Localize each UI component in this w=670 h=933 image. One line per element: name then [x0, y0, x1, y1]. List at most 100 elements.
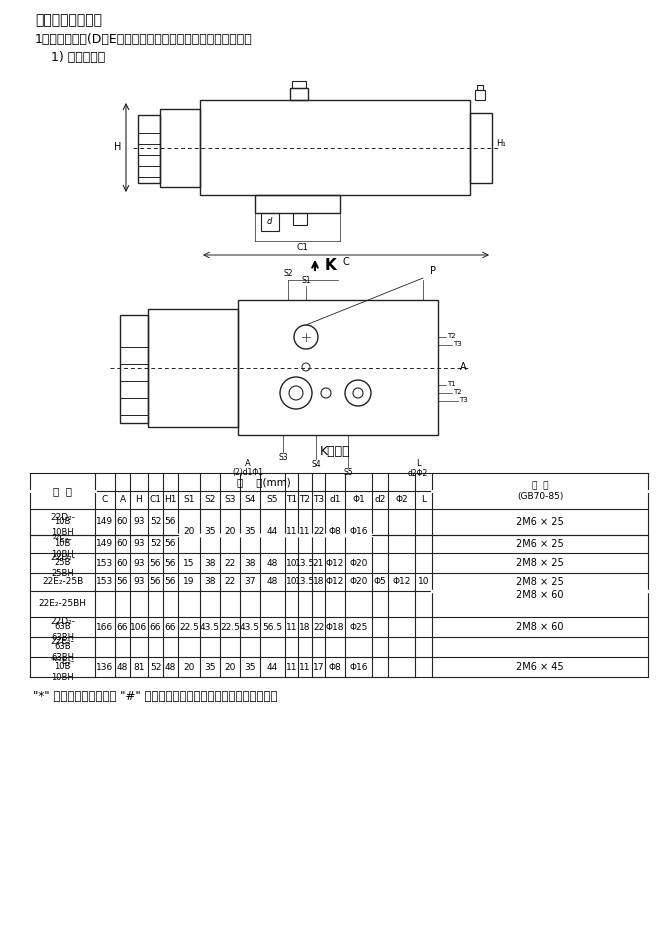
Text: 11: 11 [299, 662, 311, 672]
Text: 93: 93 [133, 518, 145, 526]
Text: 38: 38 [204, 578, 216, 587]
Text: 81: 81 [133, 662, 145, 672]
Text: 10: 10 [418, 578, 429, 587]
Text: 2M8 × 25: 2M8 × 25 [516, 558, 564, 568]
Text: S1: S1 [302, 276, 311, 285]
Text: 56.5: 56.5 [263, 622, 283, 632]
Bar [293, 213, 307, 225]
Text: 11: 11 [285, 662, 297, 672]
Text: P: P [430, 266, 436, 276]
Text: (2)d1Φ1: (2)d1Φ1 [232, 468, 263, 478]
Text: 2M6 × 25: 2M6 × 25 [516, 539, 564, 549]
Text: 22E₂-: 22E₂- [51, 637, 74, 647]
Text: 22: 22 [224, 559, 236, 567]
Text: 2M6 × 45: 2M6 × 45 [516, 662, 564, 672]
Bar [477, 85, 483, 90]
Text: 22.5: 22.5 [220, 622, 240, 632]
Text: 25B
25BH: 25B 25BH [51, 558, 74, 578]
Text: K向视图: K向视图 [320, 445, 350, 458]
Bar [475, 90, 485, 100]
Text: 18: 18 [299, 622, 311, 632]
Bar [200, 100, 470, 195]
Text: 93: 93 [133, 539, 145, 549]
Text: 56: 56 [150, 559, 161, 567]
Bar [138, 115, 160, 183]
Text: 18: 18 [313, 578, 324, 587]
Text: 106: 106 [131, 622, 147, 632]
Text: 21: 21 [313, 559, 324, 567]
Text: C: C [342, 257, 349, 267]
Text: 60: 60 [117, 518, 128, 526]
Text: Φ12: Φ12 [326, 578, 344, 587]
Text: T1: T1 [447, 381, 456, 387]
Text: 22: 22 [313, 526, 324, 536]
Text: 153: 153 [96, 559, 114, 567]
Text: Φ18: Φ18 [326, 622, 344, 632]
Text: 35: 35 [204, 526, 216, 536]
Text: 48: 48 [267, 578, 278, 587]
Text: 153: 153 [96, 578, 114, 587]
Text: 44: 44 [267, 662, 278, 672]
Text: 43.5: 43.5 [200, 622, 220, 632]
Text: S4: S4 [245, 495, 256, 505]
Text: A: A [119, 495, 125, 505]
Text: 20: 20 [224, 526, 236, 536]
Text: 22D₂-: 22D₂- [50, 512, 75, 522]
Text: T2: T2 [299, 495, 310, 505]
Text: 10: 10 [285, 578, 297, 587]
Text: 22E₂-25BH: 22E₂-25BH [38, 600, 86, 608]
Text: C1: C1 [297, 243, 308, 252]
Text: d1: d1 [329, 495, 341, 505]
Text: 48: 48 [267, 559, 278, 567]
Text: Φ12: Φ12 [393, 578, 411, 587]
Text: 38: 38 [245, 559, 256, 567]
Bar [292, 81, 306, 88]
Text: "*" 此栏中的阀外形小于 "#" 栏中阀的外形，在订货中须注明尺寸大小。: "*" 此栏中的阀外形小于 "#" 栏中阀的外形，在订货中须注明尺寸大小。 [33, 690, 277, 703]
Text: T2: T2 [447, 333, 456, 339]
Text: H₁: H₁ [496, 139, 506, 148]
Text: T3: T3 [453, 341, 462, 347]
Text: 2M8 × 60: 2M8 × 60 [517, 622, 563, 632]
Text: 10: 10 [285, 559, 297, 567]
Text: Φ12: Φ12 [326, 559, 344, 567]
Text: 2M8 × 25: 2M8 × 25 [516, 577, 564, 587]
Text: d2: d2 [375, 495, 386, 505]
Text: K: K [325, 258, 337, 272]
Text: S1: S1 [184, 495, 195, 505]
Text: S3: S3 [224, 495, 236, 505]
Text: Φ2: Φ2 [395, 495, 408, 505]
Text: 136: 136 [96, 662, 114, 672]
Text: 37: 37 [245, 578, 256, 587]
Text: 56: 56 [165, 518, 176, 526]
Text: 19: 19 [184, 578, 195, 587]
Text: 22.5: 22.5 [179, 622, 199, 632]
Text: 66: 66 [117, 622, 128, 632]
Text: L: L [415, 458, 420, 467]
Text: S2: S2 [283, 269, 293, 278]
Text: 66: 66 [150, 622, 161, 632]
Text: Φ20: Φ20 [349, 559, 368, 567]
Text: 56: 56 [165, 559, 176, 567]
Text: Φ8: Φ8 [328, 526, 342, 536]
Text: 尺    寸(mm): 尺 寸(mm) [237, 477, 290, 487]
Text: 56: 56 [150, 578, 161, 587]
Text: H: H [135, 495, 142, 505]
Text: 10B
10BH: 10B 10BH [51, 517, 74, 536]
Text: T3: T3 [459, 397, 468, 403]
Text: 17: 17 [313, 662, 324, 672]
Text: 22D₂-: 22D₂- [50, 618, 75, 626]
Text: S2: S2 [204, 495, 216, 505]
Text: A: A [245, 458, 251, 467]
Text: 2M8 × 60: 2M8 × 60 [517, 590, 563, 600]
Text: 1) 二位二通：: 1) 二位二通： [35, 51, 105, 64]
Text: C: C [102, 495, 108, 505]
Text: d: d [266, 217, 272, 227]
Text: 20: 20 [184, 526, 195, 536]
Text: 22E₂-25B: 22E₂-25B [42, 578, 83, 587]
Bar [470, 113, 492, 183]
Text: Φ25: Φ25 [349, 622, 368, 632]
Text: 螺  钉
(GB70-85): 螺 钉 (GB70-85) [517, 481, 563, 501]
Text: 166: 166 [96, 622, 114, 632]
Text: 11: 11 [285, 526, 297, 536]
Text: 外形及安装尺寸：: 外形及安装尺寸： [35, 13, 102, 27]
